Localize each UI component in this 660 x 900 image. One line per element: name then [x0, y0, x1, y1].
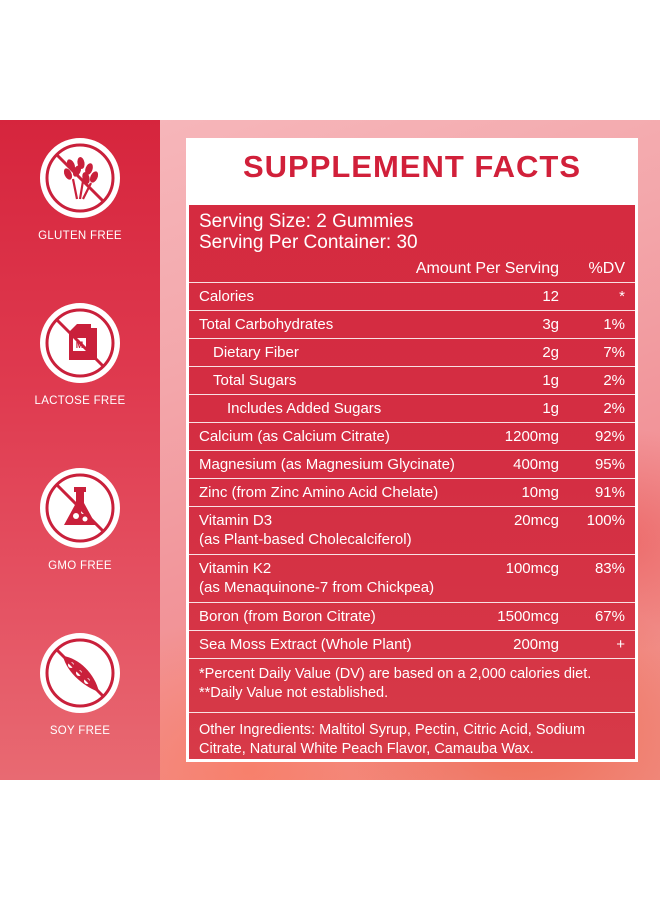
facts-row: Sea Moss Extract (Whole Plant) 200mg +	[189, 631, 635, 659]
amount-header: Amount Per Serving	[415, 260, 559, 277]
facts-row: Vitamin D3 (as Plant-based Cholecalcifer…	[189, 507, 635, 555]
nutrient-amount: 12	[542, 288, 559, 305]
svg-text:M: M	[76, 340, 84, 350]
facts-row: Includes Added Sugars 1g 2%	[189, 395, 635, 423]
nutrient-dv: 92%	[594, 428, 625, 445]
badge-lactose-free: M LACTOSE FREE	[0, 303, 160, 407]
nutrient-dv: 2%	[603, 400, 625, 417]
footnotes: *Percent Daily Value (DV) are based on a…	[189, 659, 635, 713]
nutrient-amount: 1g	[542, 400, 559, 417]
footnote-dv: *Percent Daily Value (DV) are based on a…	[199, 666, 592, 682]
nutrient-amount: 200mg	[513, 636, 559, 653]
nutrient-name: Includes Added Sugars	[227, 400, 382, 417]
facts-row: Calcium (as Calcium Citrate) 1200mg 92%	[189, 423, 635, 451]
flask-crossed-icon	[40, 468, 120, 548]
facts-header-row: Amount Per Serving %DV	[189, 255, 635, 283]
badge-label: SOY FREE	[49, 725, 111, 737]
nutrient-name: Vitamin K2	[199, 560, 272, 577]
badge-label: LACTOSE FREE	[34, 395, 126, 407]
nutrient-amount: 10mg	[521, 484, 559, 501]
facts-row: Vitamin K2 (as Menaquinone-7 from Chickp…	[189, 555, 635, 603]
nutrient-name: Total Carbohydrates	[199, 316, 334, 333]
footnote-not-established: **Daily Value not established.	[199, 685, 389, 701]
facts-row: Total Sugars 1g 2%	[189, 367, 635, 395]
nutrient-name: Sea Moss Extract (Whole Plant)	[199, 636, 412, 653]
supplement-facts-panel: SUPPLEMENT FACTS Serving Size: 2 Gummies…	[186, 138, 638, 762]
facts-row: Boron (from Boron Citrate) 1500mcg 67%	[189, 603, 635, 631]
serving-info: Serving Size: 2 Gummies Serving Per Cont…	[189, 205, 635, 253]
badge-soy-free: SOY FREE	[0, 633, 160, 737]
badge-gmo-free: GMO FREE	[0, 468, 160, 572]
nutrient-name: Calcium (as Calcium Citrate)	[199, 428, 390, 445]
badge-label: GLUTEN FREE	[38, 230, 122, 242]
nutrient-name: Total Sugars	[213, 372, 297, 389]
nutrient-dv: 1%	[603, 316, 625, 333]
supplement-facts-title: SUPPLEMENT FACTS	[189, 141, 635, 205]
nutrient-amount: 1200mg	[504, 428, 559, 445]
dv-header: %DV	[588, 260, 625, 277]
nutrient-dv: 2%	[603, 372, 625, 389]
soybean-crossed-icon	[40, 633, 120, 713]
nutrient-name: Vitamin D3	[199, 512, 273, 529]
badge-label: GMO FREE	[48, 560, 112, 572]
nutrient-name: Calories	[199, 288, 255, 305]
facts-row: Magnesium (as Magnesium Glycinate) 400mg…	[189, 451, 635, 479]
nutrient-dv: 83%	[594, 560, 625, 577]
nutrient-name: Dietary Fiber	[213, 344, 299, 361]
badge-gluten-free: GLUTEN FREE	[0, 138, 160, 242]
nutrient-subname: (as Menaquinone-7 from Chickpea)	[199, 579, 435, 596]
nutrient-amount: 3g	[542, 316, 559, 333]
serving-size: Serving Size: 2 Gummies	[199, 211, 414, 232]
nutrient-amount: 2g	[542, 344, 559, 361]
nutrient-dv: 67%	[594, 608, 625, 625]
nutrient-dv: 100%	[586, 512, 625, 529]
nutrient-amount: 20mcg	[513, 512, 559, 529]
wheat-crossed-icon	[40, 138, 120, 218]
serving-per-container: Serving Per Container: 30	[199, 232, 418, 253]
nutrient-name: Magnesium (as Magnesium Glycinate)	[199, 456, 455, 473]
facts-row: Dietary Fiber 2g 7%	[189, 339, 635, 367]
nutrient-dv: 91%	[594, 484, 625, 501]
product-image: GLUTEN FREE M LACTOSE FREE	[0, 120, 660, 780]
nutrient-amount: 1500mcg	[497, 608, 559, 625]
nutrient-dv: 95%	[594, 456, 625, 473]
facts-row: Calories 12 *	[189, 283, 635, 311]
nutrient-amount: 400mg	[513, 456, 559, 473]
other-ingredients: Other Ingredients: Maltitol Syrup, Pecti…	[199, 722, 586, 757]
nutrient-dv: 7%	[603, 344, 625, 361]
nutrient-amount: 1g	[542, 372, 559, 389]
nutrient-dv: +	[616, 636, 625, 653]
nutrient-name: Boron (from Boron Citrate)	[199, 608, 376, 625]
nutrient-name: Zinc (from Zinc Amino Acid Chelate)	[199, 484, 439, 501]
facts-row: Total Carbohydrates 3g 1%	[189, 311, 635, 339]
nutrient-amount: 100mcg	[505, 560, 559, 577]
nutrient-subname: (as Plant-based Cholecalciferol)	[199, 531, 412, 548]
milk-carton-crossed-icon: M	[40, 303, 120, 383]
badges-panel: GLUTEN FREE M LACTOSE FREE	[0, 120, 160, 780]
facts-row: Zinc (from Zinc Amino Acid Chelate) 10mg…	[189, 479, 635, 507]
nutrient-dv: *	[619, 288, 625, 305]
